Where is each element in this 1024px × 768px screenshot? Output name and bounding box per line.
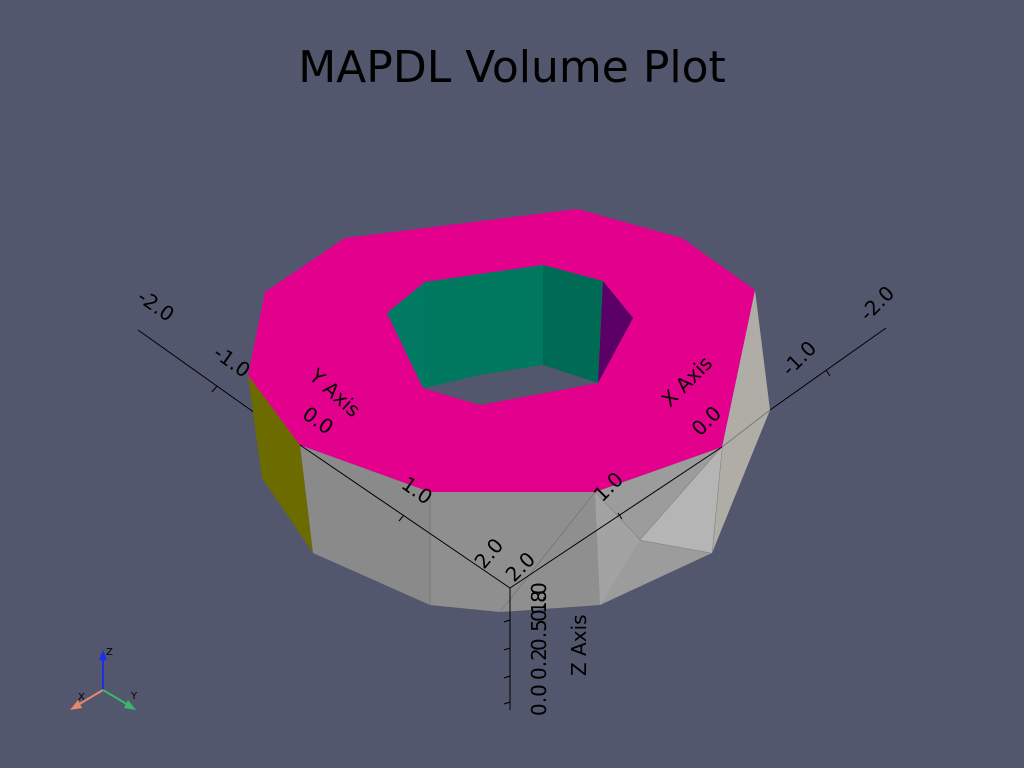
triad-x-axis bbox=[75, 689, 104, 707]
plot-title: MAPDL Volume Plot bbox=[298, 42, 726, 93]
triad-y-label: Y bbox=[130, 691, 138, 702]
z-tick-label: 0.5 bbox=[527, 619, 551, 651]
x-tick-label: -1.0 bbox=[777, 336, 822, 381]
outer-wall-front bbox=[430, 492, 600, 612]
inner-hole-floor bbox=[423, 365, 598, 405]
inner-wall-back-right bbox=[543, 265, 603, 383]
inner-wall-right bbox=[598, 281, 633, 383]
inner-wall-back bbox=[425, 265, 543, 388]
z-tick-label: 0.2 bbox=[527, 648, 551, 680]
inner-wall-left bbox=[387, 282, 425, 388]
y-tick-label: -1.0 bbox=[209, 340, 255, 382]
z-tick-label: 0.0 bbox=[527, 684, 551, 716]
axis-lines-front bbox=[211, 369, 831, 710]
outer-wall-front-left bbox=[300, 445, 430, 605]
triad-y-axis bbox=[102, 689, 131, 707]
y-tick-label: -2.0 bbox=[133, 284, 179, 326]
triad-z-arrow-icon bbox=[99, 650, 107, 660]
z-tick-label-top: 1.0 bbox=[527, 582, 551, 614]
triad-x-arrow-icon bbox=[70, 700, 82, 710]
outer-wall-left bbox=[248, 375, 313, 553]
outer-wall-facet-2 bbox=[640, 447, 722, 553]
z-axis-title: Z Axis bbox=[567, 614, 591, 676]
outer-wall-right bbox=[712, 290, 770, 553]
z-axis: 0.0 0.2 0.5 0.8 1.0 1.0 Z Axis bbox=[527, 582, 591, 716]
triad-y-arrow-icon bbox=[124, 700, 136, 710]
triad-x-label: X bbox=[78, 692, 85, 703]
z-tick-label: 0.8 bbox=[527, 590, 551, 622]
triad-z-label: Z bbox=[106, 647, 113, 658]
orientation-triad[interactable]: Z X Y bbox=[70, 647, 138, 710]
top-face bbox=[248, 209, 755, 492]
outer-wall-facet bbox=[595, 492, 640, 605]
volume-model[interactable] bbox=[248, 209, 771, 613]
x-tick-label: -2.0 bbox=[855, 281, 900, 326]
